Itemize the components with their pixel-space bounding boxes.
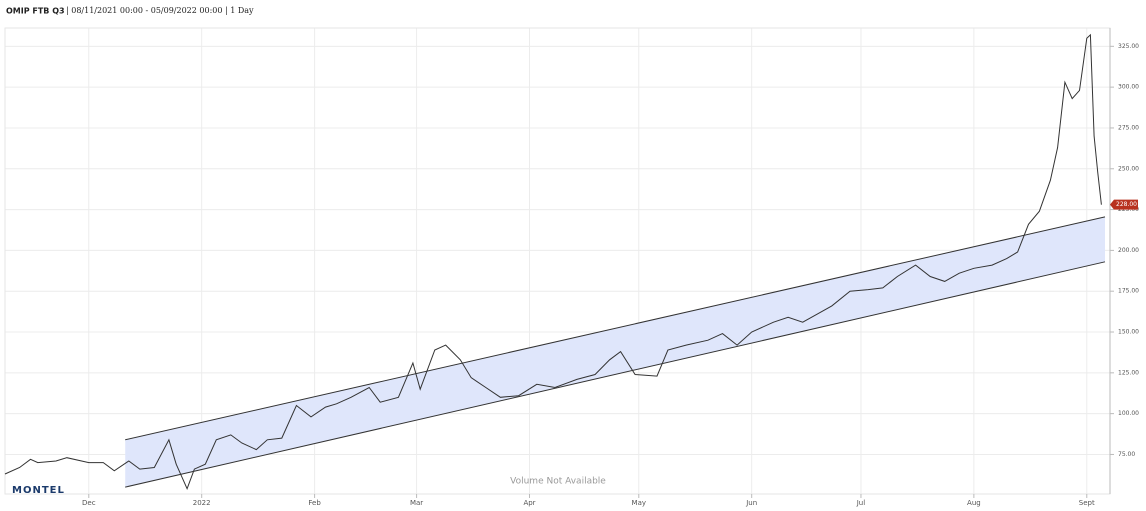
y-tick-label: 325.00 xyxy=(1118,43,1139,50)
y-tick-label: 300.00 xyxy=(1118,84,1139,91)
x-tick-label: Feb xyxy=(308,499,321,507)
price-line xyxy=(4,33,1102,491)
x-tick-label: May xyxy=(632,499,646,507)
chart-subtitle: | 08/11/2021 00:00 - 05/09/2022 00:00 | … xyxy=(66,6,254,15)
x-tick-label: Jul xyxy=(856,499,866,507)
x-tick-label: Dec xyxy=(82,499,96,507)
y-tick-label: 200.00 xyxy=(1118,247,1139,254)
x-tick-label: Apr xyxy=(523,499,535,507)
y-tick-label: 275.00 xyxy=(1118,124,1139,131)
y-tick-label: 150.00 xyxy=(1118,329,1139,336)
last-value-tag xyxy=(1110,199,1138,210)
last-value-label: 228.00 xyxy=(1116,201,1137,208)
x-tick-label: Mar xyxy=(410,499,423,507)
x-tick-label: Sept xyxy=(1079,499,1095,507)
y-tick-label: 125.00 xyxy=(1118,369,1139,376)
x-tick-label: Aug xyxy=(967,499,981,507)
y-tick-label: 175.00 xyxy=(1118,288,1139,295)
channel-upper xyxy=(125,216,1106,441)
channel-lower xyxy=(125,261,1106,488)
y-tick-label: 75.00 xyxy=(1118,451,1135,458)
x-tick-label: Jun xyxy=(745,499,757,507)
y-tick-label: 250.00 xyxy=(1118,165,1139,172)
annotation: Volume Not Available xyxy=(510,477,606,487)
logo: MONTEL xyxy=(12,485,65,496)
x-tick-label: 2022 xyxy=(193,499,211,507)
y-tick-label: 100.00 xyxy=(1118,410,1139,417)
channel-fill xyxy=(125,216,1106,488)
chart-title: OMIP FTB Q3 xyxy=(6,7,65,16)
